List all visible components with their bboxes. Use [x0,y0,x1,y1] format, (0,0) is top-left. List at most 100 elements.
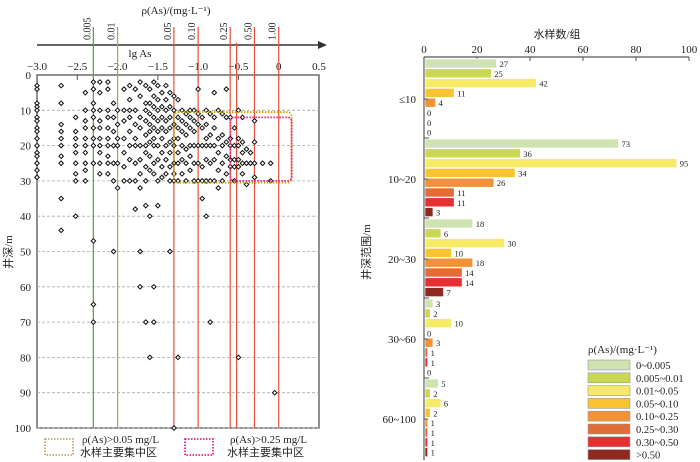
data-point [114,142,121,149]
reference-line-label: 0.10 [187,23,198,41]
bar [424,218,474,229]
data-point [223,139,230,146]
legend-swatch-25 [184,438,214,456]
data-point [82,177,89,184]
data-point [142,132,149,138]
bar-x-tick-label: 100 [681,44,698,56]
data-point [126,96,133,103]
data-point [195,177,202,184]
data-point [150,142,157,149]
data-point [137,93,144,100]
data-point [162,170,169,177]
bar-x-tick-label: 60 [578,44,590,56]
data-point [58,227,65,234]
legend-swatch [587,372,631,384]
data-point [171,170,177,177]
data-point [199,124,206,131]
bar [424,427,428,438]
data-point [227,114,234,121]
bar-value-label: 18 [476,258,485,268]
bar [424,177,495,188]
data-point [219,160,226,167]
data-point [34,114,40,121]
data-point [34,124,40,131]
y-tick-label: 10 [20,105,32,117]
bar-x-tick-label: 0 [421,44,427,56]
data-point [223,114,230,121]
data-point [195,160,202,167]
x-tick-label: −2.5 [67,61,87,73]
data-point [142,117,149,124]
bar-x-axis-label: 水样数/组 [533,27,580,41]
reference-line-label: 0.05 [163,23,174,41]
data-point [158,103,165,110]
data-point [211,156,218,163]
data-point [179,142,185,149]
data-point [90,107,97,114]
legend-label: 0.01~0.05 [636,387,678,398]
data-point [243,146,250,153]
data-point [110,128,117,135]
data-point [142,202,149,209]
data-point [142,82,149,89]
data-point [126,128,133,135]
reference-line-label: 0.01 [107,23,118,41]
data-point [162,128,169,135]
category-label: 10~20 [388,174,416,186]
legend-swatch [587,436,631,448]
data-point [239,139,246,146]
data-point [166,149,173,156]
bar-value-label: 10 [455,319,464,329]
data-point [154,128,161,135]
bar-value-label: 11 [457,88,465,98]
bar [424,408,431,418]
bar-value-label: 10 [455,248,464,258]
data-point [90,160,97,167]
bar-value-label: 18 [476,219,485,229]
data-point [58,82,65,89]
data-point [171,93,177,100]
bar-value-label: 0 [427,328,431,338]
data-point [104,114,111,121]
data-point [121,107,127,114]
legend-label: >0.50 [636,451,660,462]
data-point [154,96,161,103]
bar-value-label: 0 [427,118,431,128]
data-point [34,100,40,107]
x-axis-label: lg As [129,48,152,60]
data-point [142,100,149,107]
data-point [137,142,144,149]
data-point [195,142,202,149]
bar [424,78,537,88]
data-point [162,142,169,149]
data-point [187,114,194,121]
data-point [72,149,79,156]
bar [424,388,431,399]
data-point [207,132,214,138]
data-point [175,114,181,121]
data-point [215,184,222,191]
data-point [114,184,121,191]
data-point [231,142,238,149]
data-point [90,114,97,121]
data-point [195,121,202,128]
data-point [90,86,97,93]
data-point [121,117,127,124]
data-point [183,146,190,153]
data-point [175,124,181,131]
data-point [146,128,153,135]
data-point [154,117,161,124]
data-point [235,163,242,170]
data-point [175,135,181,142]
data-point [158,89,165,96]
bar-value-label: 1 [431,358,435,368]
data-point [82,107,89,114]
data-point [72,160,79,167]
bar [424,248,452,258]
data-point [104,86,111,93]
y-tick-label: 100 [15,423,32,435]
data-point [223,153,230,160]
bar [424,357,428,368]
data-point [207,177,214,184]
